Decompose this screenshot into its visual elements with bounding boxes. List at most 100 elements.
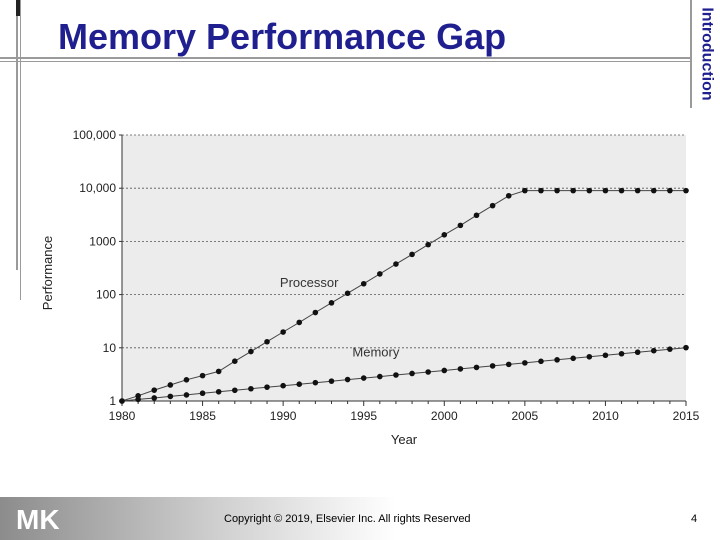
processor-point [586, 187, 593, 194]
processor-point [151, 387, 158, 393]
memory-point [522, 360, 528, 366]
memory-point [232, 387, 238, 394]
memory-point [360, 375, 367, 381]
processor-point [215, 368, 222, 375]
processor-point [328, 300, 335, 306]
corner-accent [16, 0, 20, 16]
memory-point [377, 373, 383, 380]
processor-point [457, 222, 464, 229]
memory-point [538, 358, 544, 365]
processor-point [280, 329, 286, 335]
memory-point [167, 393, 174, 400]
memory-point [650, 347, 657, 354]
section-label-text: Introduction [699, 7, 716, 101]
processor-point [505, 192, 512, 199]
memory-series-label: Memory [352, 345, 399, 360]
x-tick-label: 2015 [673, 409, 700, 423]
memory-point [570, 355, 576, 362]
processor-point [522, 187, 528, 194]
processor-point [377, 271, 383, 277]
memory-point [618, 350, 625, 357]
plot-area [122, 135, 686, 401]
memory-point [473, 364, 480, 371]
processor-point [344, 290, 351, 297]
x-tick-label: 2010 [592, 409, 619, 423]
processor-point [650, 187, 657, 194]
x-tick-label: 1985 [189, 409, 216, 423]
memory-point [393, 372, 399, 378]
processor-point [296, 319, 303, 326]
processor-point [183, 377, 190, 383]
memory-point [248, 385, 254, 392]
memory-point [151, 395, 158, 401]
x-axis-label: Year [391, 432, 418, 447]
memory-point [667, 346, 673, 352]
memory-point [683, 344, 689, 351]
memory-point [199, 390, 206, 397]
slide-title: Memory Performance Gap [58, 16, 507, 57]
processor-point [618, 187, 625, 194]
publisher-logo: MK [16, 504, 60, 534]
memory-point [409, 370, 415, 377]
memory-point [312, 379, 319, 386]
processor-point [264, 338, 270, 345]
memory-point [215, 388, 222, 395]
processor-point [167, 382, 174, 388]
processor-point [393, 261, 399, 267]
x-tick-label: 1980 [109, 409, 136, 423]
performance-chart: 1 10 100 1000 10,000 100,000 1980 1985 1990 1995 2… [40, 128, 700, 447]
processor-point [248, 348, 254, 355]
footer-bar: MK Copyright © 2019, Elsevier Inc. All r… [0, 497, 720, 540]
memory-point [602, 352, 609, 359]
section-label: Introduction [696, 6, 718, 102]
memory-point [296, 381, 303, 387]
x-tick-label: 2000 [431, 409, 458, 423]
memory-point [554, 357, 560, 363]
y-axis-label: Performance [40, 236, 55, 310]
processor-point [425, 241, 431, 248]
y-tick-label: 10 [103, 341, 117, 355]
processor-point [232, 358, 238, 364]
processor-point [199, 372, 206, 379]
left-rule [16, 0, 18, 270]
memory-point [183, 392, 190, 398]
memory-point [634, 349, 641, 356]
y-tick-label: 10,000 [79, 181, 116, 195]
processor-point [489, 202, 496, 209]
svg-text:MK: MK [16, 504, 60, 534]
processor-point [473, 212, 480, 219]
processor-point [602, 187, 609, 194]
page-number: 4 [691, 513, 698, 525]
processor-point [683, 187, 689, 194]
y-tick-label: 1 [109, 394, 116, 408]
processor-point [409, 251, 415, 258]
title-divider-top [0, 57, 690, 59]
title-divider-bottom [0, 61, 690, 62]
memory-point [119, 398, 125, 404]
x-tick-label: 1995 [350, 409, 377, 423]
right-rule [690, 0, 692, 108]
memory-point [135, 396, 141, 403]
processor-point [554, 187, 560, 194]
processor-point [667, 187, 673, 194]
copyright-text: Copyright © 2019, Elsevier Inc. All righ… [224, 513, 471, 525]
x-tick-label: 2005 [512, 409, 539, 423]
y-tick-label: 1000 [89, 234, 116, 248]
processor-point [538, 187, 544, 194]
left-rule-2 [20, 0, 21, 300]
processor-point [634, 187, 641, 194]
memory-point [489, 363, 496, 369]
memory-point [441, 367, 448, 374]
memory-point [280, 382, 286, 389]
processor-point [441, 232, 448, 238]
memory-point [457, 366, 464, 372]
processor-series-label: Processor [280, 275, 339, 290]
processor-point [312, 309, 319, 316]
processor-point [570, 187, 576, 194]
processor-point [360, 280, 367, 287]
memory-point [344, 376, 351, 383]
memory-point [264, 384, 270, 390]
memory-point [505, 361, 512, 368]
y-tick-label: 100 [96, 288, 116, 302]
memory-point [328, 378, 335, 384]
